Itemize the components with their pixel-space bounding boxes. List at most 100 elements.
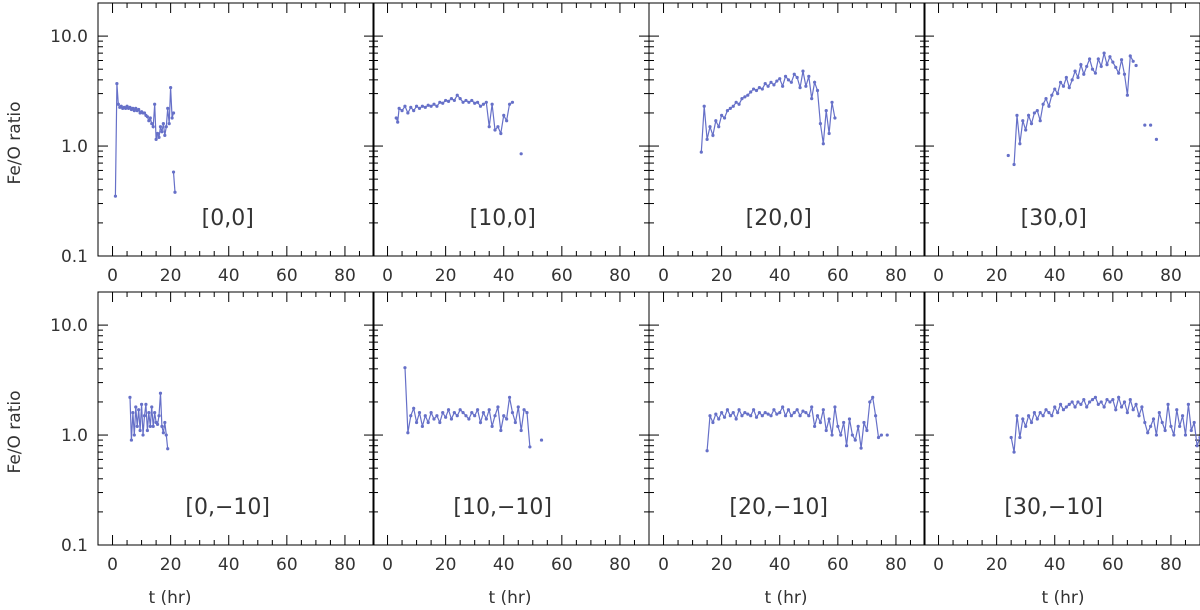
isolated-data-point [171, 170, 176, 174]
data-point [1050, 93, 1054, 97]
data-point [1041, 414, 1045, 418]
data-point [423, 105, 427, 109]
panel-frame [923, 291, 1200, 546]
data-point [1029, 122, 1034, 126]
data-point [1026, 414, 1031, 418]
data-point [487, 125, 491, 129]
data-point [131, 411, 135, 415]
x-tick-label: 0 [382, 266, 393, 286]
data-point [1053, 405, 1057, 409]
data-point [1122, 72, 1127, 76]
data-point [708, 125, 712, 129]
data-point [438, 100, 442, 104]
isolated-data-point [519, 152, 523, 156]
x-tick-label: 0 [107, 555, 118, 575]
data-point [166, 106, 170, 110]
data-point [833, 116, 837, 120]
data-point [1099, 400, 1103, 404]
data-point [746, 93, 750, 97]
y-tick-label: 0.1 [61, 247, 88, 267]
data-point [161, 122, 165, 126]
data-point [478, 420, 483, 425]
isolated-data-point [1006, 153, 1010, 158]
data-point [135, 424, 139, 428]
data-point [516, 405, 520, 409]
data-point [792, 72, 796, 76]
data-point [513, 420, 517, 425]
data-point [164, 433, 168, 437]
data-point [150, 122, 154, 126]
data-point [461, 100, 465, 104]
data-point [141, 433, 145, 437]
data-point [1061, 408, 1066, 412]
data-point [1090, 398, 1095, 402]
data-point [151, 424, 155, 428]
data-point [157, 414, 161, 418]
data-point [1137, 414, 1141, 418]
data-point [1085, 64, 1089, 69]
x-tick-label: 20 [435, 555, 457, 575]
y-tick-label: 0.1 [61, 536, 88, 556]
panel-5: 0 20 40 60 80 0.1 1.0 10.0 [0,−10] [50, 291, 375, 575]
data-point [1073, 405, 1077, 409]
data-point [435, 414, 439, 418]
data-point [731, 104, 735, 108]
data-point [798, 86, 802, 90]
data-point [1056, 411, 1060, 415]
data-point [1032, 111, 1036, 115]
data-point [813, 424, 817, 428]
data-point [1038, 411, 1042, 415]
data-point [145, 115, 149, 119]
panel-label: [30,0] [1021, 206, 1087, 231]
data-point [810, 405, 814, 409]
x-tick-label: 0 [933, 555, 944, 575]
data-point [757, 86, 762, 90]
x-tick-label: 60 [1102, 266, 1124, 286]
data-point [821, 142, 825, 146]
x-tick-label: 0 [382, 555, 393, 575]
data-point [1032, 411, 1036, 415]
x-tick-label: 40 [1044, 555, 1066, 575]
data-point [170, 116, 174, 120]
data-point [154, 137, 158, 141]
data-point [1096, 57, 1100, 61]
data-point [804, 84, 808, 88]
data-point [1088, 400, 1092, 404]
data-point [711, 133, 715, 137]
data-point [1114, 408, 1118, 412]
x-tick-label: 20 [986, 266, 1008, 286]
data-point [444, 415, 448, 419]
data-point [789, 80, 793, 84]
data-point [507, 102, 512, 106]
data-point [1015, 414, 1019, 418]
data-point [1021, 417, 1025, 421]
data-point [856, 424, 860, 428]
panel-label: [0,−10] [185, 495, 270, 520]
data-point [435, 104, 439, 108]
data-point [414, 104, 419, 108]
data-point [824, 428, 828, 433]
x-axis-label-col-3: t (hr) [764, 588, 807, 608]
data-point [484, 417, 488, 421]
data-point [1143, 420, 1147, 425]
data-point [1117, 395, 1121, 399]
data-point [746, 412, 750, 416]
data-point [115, 81, 119, 86]
data-point [781, 405, 785, 409]
data-point [487, 408, 491, 412]
data-point [158, 391, 163, 395]
data-point [1096, 402, 1100, 407]
y-tick-label: 10.0 [50, 316, 88, 336]
panels: 0 20 40 60 800.11.010.0[0,0]0 20 40 60 80[10,0]0… [50, 2, 1200, 575]
data-point [865, 428, 869, 433]
data-point [507, 395, 512, 399]
data-point [830, 433, 834, 437]
data-point [1163, 428, 1167, 433]
data-point [128, 395, 132, 399]
data-point [871, 395, 875, 399]
data-point [438, 420, 442, 425]
data-point [153, 411, 157, 415]
data-point [1105, 63, 1109, 67]
data-point [1117, 71, 1121, 75]
series-line [404, 367, 531, 447]
